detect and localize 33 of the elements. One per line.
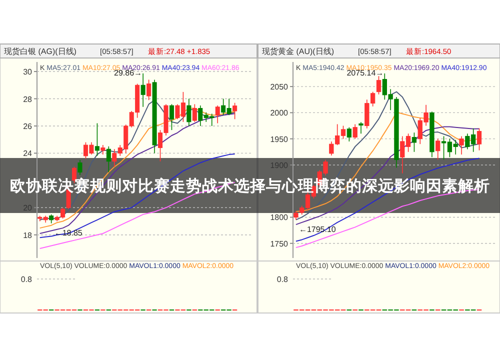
candlestick [146,79,152,101]
y-tick-label: 2000 [270,108,289,118]
candlestick [459,136,464,155]
candlestick [412,132,417,152]
candlestick [346,126,352,142]
candlestick [192,104,197,122]
y-tick-label: 1750 [270,239,289,248]
y-tick-label: 30 [23,68,33,77]
candlestick [186,98,192,126]
candlestick [376,76,382,95]
text: 0.8 [20,275,33,284]
candlestick [352,124,358,140]
candlestick [476,128,482,151]
candlestick [94,122,100,156]
candlestick [232,102,238,120]
candlestick [78,160,82,176]
y-tick-label: 24 [23,149,33,158]
y-tick-label: 1800 [270,213,289,222]
y-tick-label: 26 [23,122,33,131]
candlestick [100,144,106,155]
candlestick [358,122,364,134]
candlestick [140,73,146,108]
chart-title: 现货黄金 (AU)(日线) [262,47,334,56]
candlestick [106,146,111,173]
candlestick [169,104,174,130]
chart-title: 现货白银 (AG)(日线) [4,47,77,56]
candlestick [215,105,220,124]
y-tick-label: 28 [23,94,33,104]
text: 0.8 [276,275,289,284]
y-tick-label: 1950 [270,134,289,144]
candlestick [436,138,440,160]
y-tick-label: 18 [23,230,33,240]
y-tick-label: 2050 [270,82,289,92]
